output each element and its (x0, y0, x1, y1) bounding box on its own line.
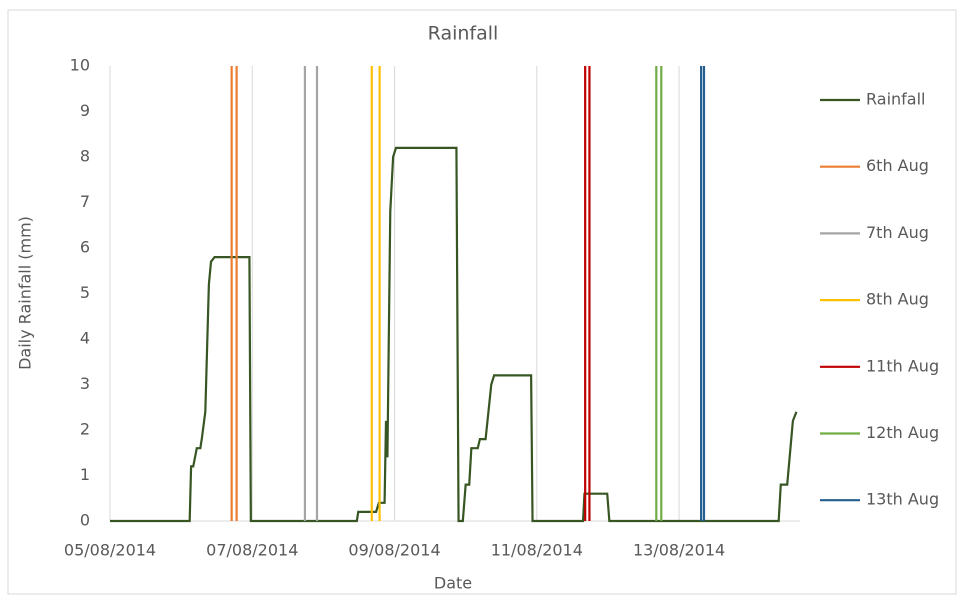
series-line (584, 66, 591, 521)
legend-label: 11th Aug (866, 356, 939, 375)
legend-label: Rainfall (866, 90, 925, 109)
y-tick-label: 6 (80, 238, 90, 257)
x-axis-label: Date (434, 574, 472, 593)
legend-label: 12th Aug (866, 423, 939, 442)
y-tick-label: 2 (80, 420, 90, 439)
y-tick-label: 4 (80, 329, 90, 348)
legend-label: 8th Aug (866, 290, 929, 309)
series-line (110, 146, 798, 523)
x-tick-label: 11/08/2014 (491, 541, 583, 560)
series-line (230, 66, 238, 521)
y-tick-label: 8 (80, 147, 90, 166)
x-tick-label: 05/08/2014 (64, 541, 156, 560)
x-tick-label: 07/08/2014 (206, 541, 298, 560)
y-tick-label: 10 (70, 56, 90, 75)
y-axis-label: Daily Rainfall (mm) (16, 216, 35, 370)
chart-frame (7, 9, 957, 595)
y-tick-label: 3 (80, 374, 90, 393)
series-line (655, 66, 663, 521)
y-tick-label: 5 (80, 283, 90, 302)
series-line (700, 66, 706, 521)
legend-label: 6th Aug (866, 156, 929, 175)
y-tick-label: 7 (80, 192, 90, 211)
legend-label: 13th Aug (866, 490, 939, 509)
x-tick-label: 13/08/2014 (633, 541, 725, 560)
series-line (303, 66, 319, 521)
y-tick-label: 0 (80, 511, 90, 530)
y-tick-label: 9 (80, 101, 90, 120)
y-tick-label: 1 (80, 465, 90, 484)
legend-label: 7th Aug (866, 223, 929, 242)
series-line (370, 66, 381, 521)
x-tick-label: 09/08/2014 (348, 541, 440, 560)
chart-title: Rainfall (428, 23, 499, 45)
